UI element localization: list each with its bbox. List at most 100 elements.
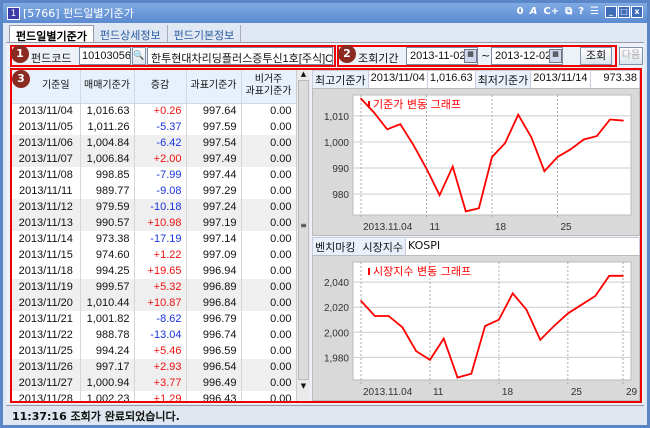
help-icon[interactable]: ? <box>578 6 585 17</box>
start-date-input[interactable]: 2013-11-02 <box>406 47 478 65</box>
data-point <box>622 275 624 277</box>
y-tick-label: 2,000 <box>324 328 349 339</box>
data-point <box>360 300 362 302</box>
tab-bar: 펀드일별기준가 펀드상세정보 펀드기본정보 <box>9 25 242 46</box>
cell-change: -5.37 <box>134 119 187 135</box>
calendar-icon-end[interactable]: ▦ <box>549 49 562 63</box>
cell-tax-nav: 996.84 <box>186 295 242 311</box>
table-row[interactable]: 2013/11/13 990.57 +10.98 997.19 0.00 <box>12 215 296 231</box>
data-point <box>582 138 585 141</box>
close-icon[interactable]: x <box>631 6 643 18</box>
table-row[interactable]: 2013/11/25 994.24 +5.46 996.59 0.00 <box>12 343 296 359</box>
cell-nonresident-tax-nav: 0.00 <box>241 359 296 375</box>
low-value: 973.38 <box>603 72 637 84</box>
end-date-input[interactable]: 2013-12-02 <box>491 47 563 65</box>
benchmark-value: KOSPI <box>407 239 441 252</box>
high-date: 2013/11/04 <box>369 71 428 89</box>
data-point <box>456 376 459 379</box>
table-row[interactable]: 2013/11/05 1,011.26 -5.37 997.59 0.00 <box>12 119 296 135</box>
cell-trade-nav: 994.24 <box>80 343 135 359</box>
data-point <box>609 118 611 121</box>
cell-trade-nav: 997.17 <box>80 359 135 375</box>
cell-date: 2013/11/21 <box>12 311 81 327</box>
tab-detail-info[interactable]: 펀드상세정보 <box>94 25 168 46</box>
data-point <box>429 359 431 361</box>
table-row[interactable]: 2013/11/28 1,002.23 +1.29 996.43 0.00 <box>12 391 296 401</box>
table-row[interactable]: 2013/11/11 989.77 -9.08 997.29 0.00 <box>12 183 296 199</box>
data-point <box>478 207 480 210</box>
table-row[interactable]: 2013/11/08 998.85 -7.99 997.44 0.00 <box>12 167 296 183</box>
cell-date: 2013/11/11 <box>12 183 81 199</box>
fund-code-input[interactable]: 10103056 <box>79 47 131 65</box>
table-scrollbar[interactable]: ▲ ≡ ▼ <box>296 70 310 401</box>
cell-tax-nav: 996.43 <box>186 391 242 401</box>
x-tick-label: 18 <box>495 222 507 233</box>
cell-date: 2013/11/14 <box>12 231 81 247</box>
benchmark-bar: 벤치마킹 시장지수 KOSPI <box>312 237 640 257</box>
cell-change: +2.93 <box>134 359 187 375</box>
cell-date: 2013/11/26 <box>12 359 81 375</box>
table-row[interactable]: 2013/11/15 974.60 +1.22 997.09 0.00 <box>12 247 296 263</box>
cell-trade-nav: 979.59 <box>80 199 135 215</box>
cell-trade-nav: 1,010.44 <box>80 295 135 311</box>
table-row[interactable]: 2013/11/06 1,004.84 -6.42 997.54 0.00 <box>12 135 296 151</box>
cell-nonresident-tax-nav: 0.00 <box>241 119 296 135</box>
tab-daily-nav[interactable]: 펀드일별기준가 <box>9 25 94 46</box>
y-tick-label: 980 <box>332 190 349 201</box>
market-chart: 1,980 2,000 2,020 2,040 2013.11.04 11 18 25 29 시장… <box>312 255 640 401</box>
scroll-up-icon[interactable]: ▲ <box>300 70 307 78</box>
cell-tax-nav: 996.59 <box>186 343 242 359</box>
cell-date: 2013/11/07 <box>12 151 81 167</box>
table-row[interactable]: 2013/11/04 1,016.63 +0.26 997.64 0.00 <box>12 103 296 119</box>
table-row[interactable]: 2013/11/20 1,010.44 +10.87 996.84 0.00 <box>12 295 296 311</box>
search-button[interactable]: 조회 <box>580 47 612 65</box>
cell-date: 2013/11/05 <box>12 119 81 135</box>
calendar-icon-start[interactable]: ▦ <box>464 49 477 63</box>
data-point <box>556 156 559 158</box>
table-row[interactable]: 2013/11/14 973.38 -17.19 997.14 0.00 <box>12 231 296 247</box>
table-row[interactable]: 2013/11/22 988.78 -13.04 996.74 0.00 <box>12 327 296 343</box>
cell-date: 2013/11/22 <box>12 327 81 343</box>
nav-table: 기준일 매매기준가 증감 과표기준가 비거주 과표기준가 2013/11/04 1… <box>12 70 296 401</box>
cell-change: +1.29 <box>134 391 187 401</box>
title-bar: 1 [5766] 펀드일별기준가 0 A C+ ⧉ ? ☰ _ □ x <box>3 3 647 23</box>
font-icon[interactable]: A <box>529 6 538 17</box>
scroll-down-icon[interactable]: ▼ <box>300 382 307 390</box>
cell-tax-nav: 997.49 <box>186 151 242 167</box>
table-row[interactable]: 2013/11/18 994.25 +19.65 996.94 0.00 <box>12 263 296 279</box>
maximize-icon[interactable]: □ <box>618 6 630 18</box>
cell-change: -8.62 <box>134 311 187 327</box>
scroll-thumb[interactable]: ≡ <box>298 80 309 380</box>
menu-icon[interactable]: ☰ <box>590 6 599 17</box>
data-point <box>451 165 454 168</box>
cell-tax-nav: 996.79 <box>186 311 242 327</box>
cell-change: -17.19 <box>134 231 187 247</box>
data-point <box>511 292 514 295</box>
table-row[interactable]: 2013/11/07 1,006.84 +2.00 997.49 0.00 <box>12 151 296 167</box>
table-row[interactable]: 2013/11/19 999.57 +5.32 996.89 0.00 <box>12 279 296 295</box>
link-icon[interactable]: C+ <box>543 6 560 17</box>
badge-3: 3 <box>12 70 30 88</box>
table-row[interactable]: 2013/11/27 1,000.94 +3.77 996.49 0.00 <box>12 375 296 391</box>
search-icon[interactable]: 🔍 <box>132 47 146 65</box>
cell-change: -7.99 <box>134 167 187 183</box>
cell-nonresident-tax-nav: 0.00 <box>241 103 296 119</box>
x-tick-label: 2013.11.04 <box>363 387 413 398</box>
y-tick-label: 2,020 <box>324 303 349 314</box>
table-row[interactable]: 2013/11/12 979.59 -10.18 997.24 0.00 <box>12 199 296 215</box>
tab-basic-info[interactable]: 펀드기본정보 <box>168 25 242 46</box>
data-point <box>553 325 555 327</box>
cell-date: 2013/11/06 <box>12 135 81 151</box>
table-row[interactable]: 2013/11/21 1,001.82 -8.62 996.79 0.00 <box>12 311 296 327</box>
data-point <box>401 326 404 329</box>
table-row[interactable]: 2013/11/26 997.17 +2.93 996.54 0.00 <box>12 359 296 375</box>
data-point <box>580 303 583 306</box>
minimize-icon[interactable]: _ <box>605 6 617 18</box>
cell-tax-nav: 997.64 <box>186 103 242 119</box>
zero-icon[interactable]: 0 <box>516 6 524 17</box>
low-label: 최저기준가 <box>475 71 532 89</box>
next-button[interactable]: 다음 <box>619 47 643 65</box>
data-point <box>360 97 362 100</box>
paste-icon[interactable]: ⧉ <box>565 6 573 17</box>
cell-trade-nav: 989.77 <box>80 183 135 199</box>
